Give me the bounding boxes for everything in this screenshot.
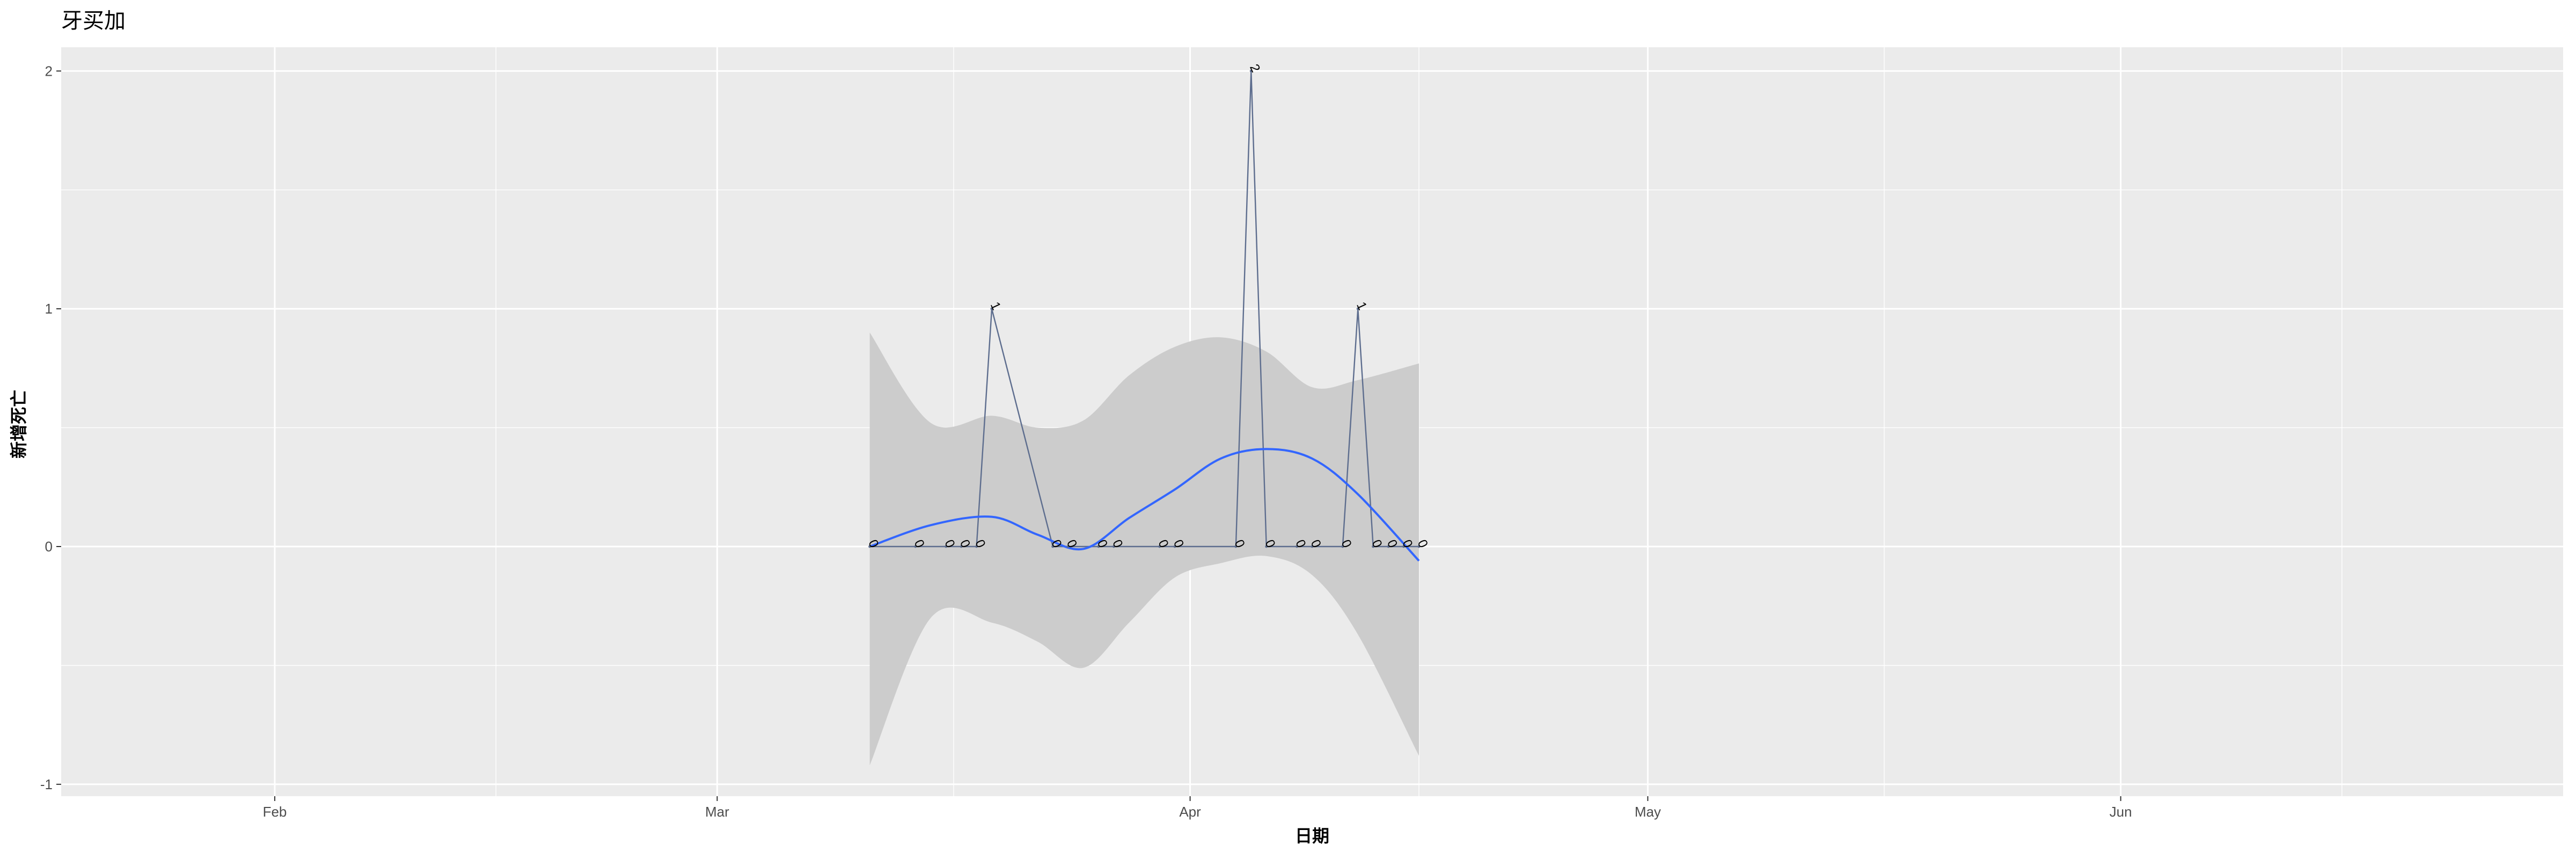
data-point bbox=[1173, 545, 1176, 548]
confidence-ribbon bbox=[869, 332, 1419, 766]
data-point bbox=[1296, 545, 1299, 548]
data-point bbox=[1112, 545, 1115, 548]
data-point bbox=[1387, 545, 1390, 548]
data-point bbox=[1341, 545, 1344, 548]
smooth-line-layer bbox=[869, 448, 1420, 562]
data-point bbox=[945, 545, 948, 548]
data-point bbox=[1234, 545, 1238, 548]
y-axis-title: 新增死亡 bbox=[9, 390, 28, 458]
data-point bbox=[1372, 545, 1375, 548]
x-axis: Feb Mar Apr May Jun bbox=[263, 796, 2132, 820]
data-point bbox=[1249, 69, 1253, 72]
data-point bbox=[1356, 307, 1359, 310]
data-point bbox=[1265, 545, 1268, 548]
data-point bbox=[1402, 545, 1406, 548]
data-point bbox=[868, 545, 872, 548]
x-tick-label: Jun bbox=[2110, 804, 2132, 820]
x-tick-label: May bbox=[1635, 804, 1661, 820]
confidence-ribbon-layer bbox=[869, 332, 1419, 766]
data-point bbox=[960, 545, 963, 548]
data-point bbox=[1158, 545, 1161, 548]
x-tick-label: Mar bbox=[705, 804, 729, 820]
chart-title: 牙买加 bbox=[61, 9, 126, 33]
data-point bbox=[1051, 545, 1055, 548]
y-tick-label: 2 bbox=[45, 63, 53, 79]
x-tick-label: Feb bbox=[263, 804, 287, 820]
y-tick-label: 1 bbox=[45, 301, 53, 317]
smooth-line bbox=[869, 448, 1420, 562]
x-tick-label: Apr bbox=[1179, 804, 1201, 820]
y-axis: -1 0 1 2 bbox=[40, 63, 61, 792]
data-point bbox=[990, 307, 993, 310]
data-point bbox=[1097, 545, 1100, 548]
data-point bbox=[1417, 545, 1421, 548]
y-tick-label: -1 bbox=[40, 776, 53, 792]
data-point bbox=[914, 545, 917, 548]
data-point bbox=[1311, 545, 1314, 548]
x-axis-title: 日期 bbox=[1295, 826, 1329, 846]
data-point bbox=[975, 545, 978, 548]
data-point bbox=[1066, 545, 1070, 548]
y-tick-label: 0 bbox=[45, 538, 53, 555]
